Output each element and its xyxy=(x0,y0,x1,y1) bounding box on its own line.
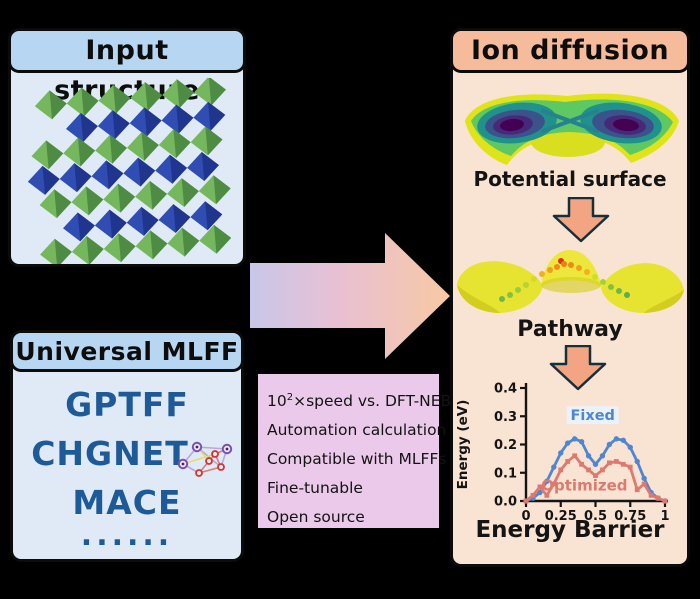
legend-fixed-bg xyxy=(566,406,619,425)
flow-arrow-icon xyxy=(250,233,450,359)
universal-mlff-header: Universal MLFF xyxy=(10,330,244,372)
feature-box: 102×speed vs. DFT-NEB Automation calcula… xyxy=(258,374,452,528)
input-structure-panel: Input structure xyxy=(8,28,246,268)
crystal-structure-svg xyxy=(27,76,232,268)
ion-diffusion-panel: Ion diffusion Potential surface xyxy=(450,28,690,567)
ion-diffusion-header: Ion diffusion xyxy=(450,28,690,73)
diffusion-path-dots xyxy=(499,258,630,302)
y-axis-label: Energy (eV) xyxy=(455,400,471,490)
legend-fixed-label: Fixed xyxy=(570,408,614,424)
x-tick-label: 0 xyxy=(521,509,530,521)
potential-surface-image xyxy=(465,93,679,165)
x-tick-label: 0.75 xyxy=(614,509,646,521)
x-tick-label: 0.25 xyxy=(545,509,577,521)
feature-line-compatible: Compatible with MLFFs xyxy=(267,450,447,469)
y-tick-label: 0.0 xyxy=(494,495,517,510)
mlff-item-gptff: GPTFF xyxy=(65,385,189,424)
y-tick-label: 0.4 xyxy=(494,382,517,397)
input-structure-header: Input structure xyxy=(8,28,246,106)
mlff-item-mace: MACE xyxy=(72,483,182,522)
y-tick-label: 0.1 xyxy=(494,466,517,481)
legend-optimized-label: Optimized xyxy=(541,477,627,495)
y-tick-label: 0.2 xyxy=(494,438,517,453)
x-tick-label: 1 xyxy=(660,509,669,521)
network-icon xyxy=(177,441,233,477)
mlff-item-chgnet: CHGNET xyxy=(31,434,189,473)
x-tick-label: 0.5 xyxy=(584,509,607,521)
energy-barrier-chart: 0.0 0.1 0.2 0.3 0.4 0 0.25 0.5 0.75 1 Energy (eV) F… xyxy=(453,381,693,525)
pathway-image xyxy=(457,250,684,313)
mlff-item-ellipsis: ...... xyxy=(80,518,174,553)
y-tick-label: 0.3 xyxy=(494,410,517,425)
energy-barrier-label: Energy Barrier xyxy=(475,517,665,543)
universal-mlff-panel: Universal MLFF GPTFF CHGNET MACE ...... xyxy=(10,330,244,562)
ion-diffusion-title: Ion diffusion xyxy=(470,35,670,66)
crystal-structure-image xyxy=(22,76,236,268)
down-arrow-icon xyxy=(549,345,607,391)
universal-mlff-title: Universal MLFF xyxy=(15,337,239,366)
feature-line-speed: 102×speed vs. DFT-NEB xyxy=(267,392,452,411)
potential-surface-label: Potential surface xyxy=(473,167,667,191)
feature-line-automation: Automation calculation xyxy=(267,421,447,440)
feature-line-opensource: Open source xyxy=(267,508,365,527)
pathway-label: Pathway xyxy=(517,317,623,342)
down-arrow-icon xyxy=(552,197,610,243)
feature-line-finetunable: Fine-tunable xyxy=(267,479,363,498)
